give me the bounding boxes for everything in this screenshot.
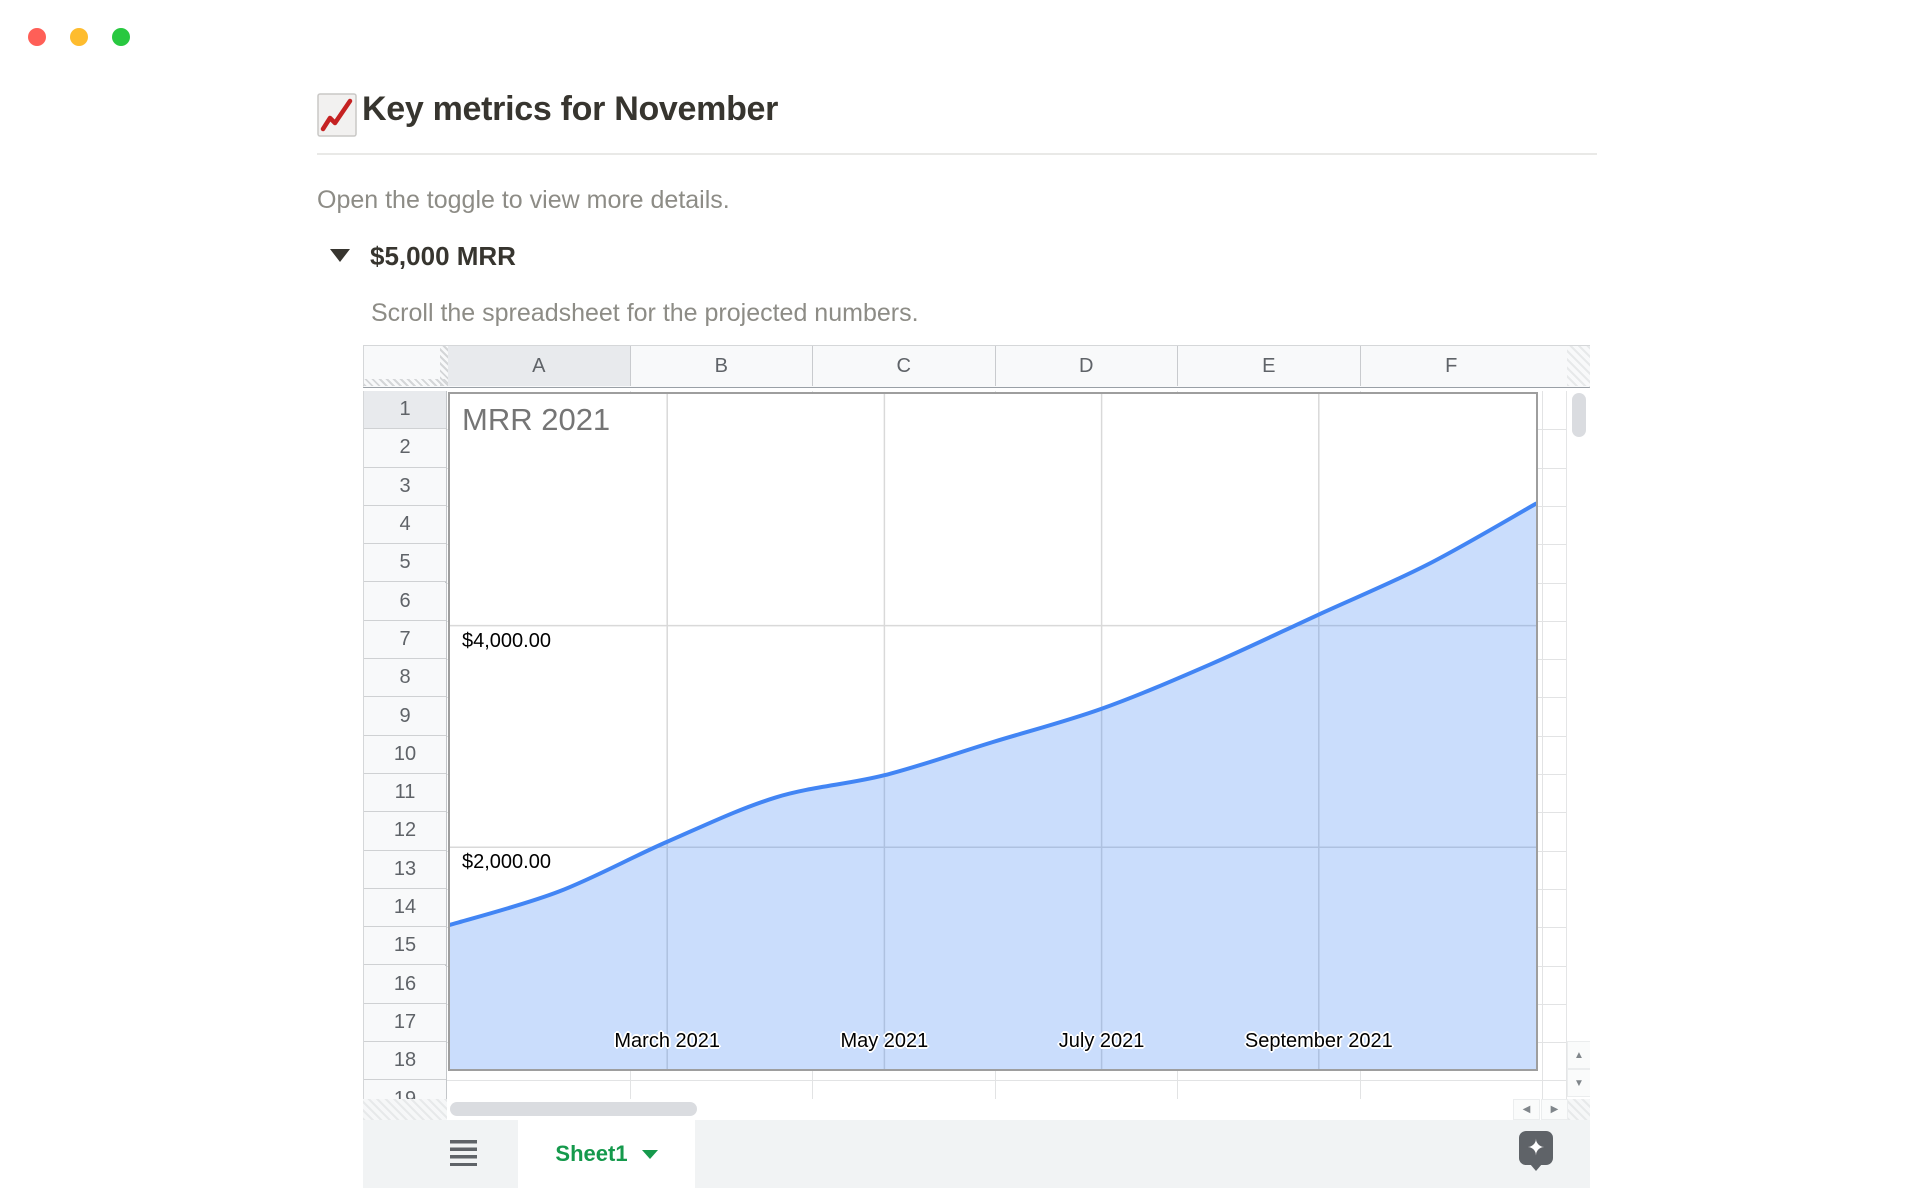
- chevron-down-icon: [641, 1149, 658, 1159]
- row-header-1[interactable]: 1: [364, 391, 446, 430]
- grid-line: [447, 1080, 1566, 1081]
- column-header-B[interactable]: B: [630, 346, 813, 386]
- scrollbar-corner: [1567, 346, 1590, 386]
- y-axis-label: $4,000.00: [462, 629, 551, 652]
- page-title[interactable]: Key metrics for November: [362, 90, 779, 128]
- select-all-corner-cell[interactable]: [364, 346, 448, 386]
- column-header-D[interactable]: D: [995, 346, 1178, 386]
- column-header-F[interactable]: F: [1360, 346, 1543, 386]
- x-axis-label: July 2021: [1058, 1030, 1145, 1052]
- row-header-11[interactable]: 11: [364, 774, 446, 813]
- sheet-tab-label: Sheet1: [555, 1141, 628, 1166]
- row-header-5[interactable]: 5: [364, 544, 446, 583]
- title-divider: [317, 153, 1597, 155]
- minimize-window-button[interactable]: [70, 28, 88, 46]
- close-window-button[interactable]: [28, 28, 46, 46]
- window-controls: [28, 28, 130, 46]
- horizontal-scrollbar[interactable]: ◀ ▶: [363, 1099, 1590, 1120]
- vertical-scrollbar-thumb[interactable]: [1572, 393, 1586, 437]
- scroll-up-button[interactable]: ▲: [1567, 1041, 1590, 1069]
- explore-star-icon: ✦: [1526, 1135, 1546, 1160]
- horizontal-scrollbar-thumb[interactable]: [450, 1102, 697, 1116]
- toggle-label[interactable]: $5,000 MRR: [370, 241, 516, 271]
- toggle-hint-text: Scroll the spreadsheet for the projected…: [371, 299, 919, 327]
- row-header-8[interactable]: 8: [364, 659, 446, 698]
- row-header-18[interactable]: 18: [364, 1042, 446, 1081]
- scroll-right-button[interactable]: ▶: [1541, 1099, 1568, 1120]
- row-header-10[interactable]: 10: [364, 735, 446, 774]
- row-header-2[interactable]: 2: [364, 429, 446, 468]
- all-sheets-menu-icon[interactable]: [450, 1140, 477, 1166]
- grid-line: [1542, 391, 1543, 1099]
- column-header-E[interactable]: E: [1178, 346, 1361, 386]
- chart-title: MRR 2021: [462, 402, 611, 437]
- sheet-tab-bar: Sheet1 ✦: [363, 1120, 1590, 1188]
- toggle-triangle-icon[interactable]: [330, 249, 350, 262]
- row-header-14[interactable]: 14: [364, 888, 446, 928]
- x-axis-label: March 2021: [614, 1030, 720, 1052]
- column-header-C[interactable]: C: [813, 346, 996, 386]
- column-header-A[interactable]: A: [448, 346, 631, 386]
- row-header-17[interactable]: 17: [364, 1003, 446, 1043]
- row-header-6[interactable]: 6: [364, 582, 446, 621]
- row-header-9[interactable]: 9: [364, 697, 446, 736]
- row-header-column: 1 2 3 4 5 6 7 8 9 10 11 12 13 14 15 16 17 18 19: [363, 391, 447, 1099]
- row-header-4[interactable]: 4: [364, 505, 446, 545]
- row-header-12[interactable]: 12: [364, 812, 446, 851]
- sheet-grid[interactable]: 1 2 3 4 5 6 7 8 9 10 11 12 13 14 15 16 17 18 19 MRR 2021 $…: [363, 391, 1590, 1099]
- row-header-7[interactable]: 7: [364, 620, 446, 660]
- row-header-3[interactable]: 3: [364, 467, 446, 506]
- intro-text: Open the toggle to view more details.: [317, 186, 730, 214]
- chart-increasing-icon[interactable]: [317, 93, 357, 137]
- row-header-15[interactable]: 15: [364, 927, 446, 966]
- row-header-13[interactable]: 13: [364, 850, 446, 889]
- row-header-19[interactable]: 19: [364, 1080, 446, 1099]
- area-chart-canvas: [450, 394, 1536, 1069]
- sheet-tab[interactable]: Sheet1: [518, 1120, 695, 1188]
- mrr-area-chart[interactable]: MRR 2021 $2,000.00 $4,000.00 March 2021 May…: [448, 392, 1538, 1071]
- explore-button[interactable]: ✦: [1519, 1131, 1553, 1165]
- maximize-window-button[interactable]: [112, 28, 130, 46]
- column-header-partial[interactable]: [1541, 346, 1567, 386]
- scroll-down-button[interactable]: ▼: [1567, 1069, 1590, 1097]
- y-axis-label: $2,000.00: [462, 851, 551, 874]
- x-axis-label: September 2021: [1244, 1030, 1393, 1052]
- scroll-left-button[interactable]: ◀: [1513, 1099, 1540, 1120]
- row-header-16[interactable]: 16: [364, 965, 446, 1004]
- vertical-scrollbar[interactable]: ▲ ▼: [1566, 391, 1590, 1099]
- x-axis-label: May 2021: [840, 1030, 929, 1052]
